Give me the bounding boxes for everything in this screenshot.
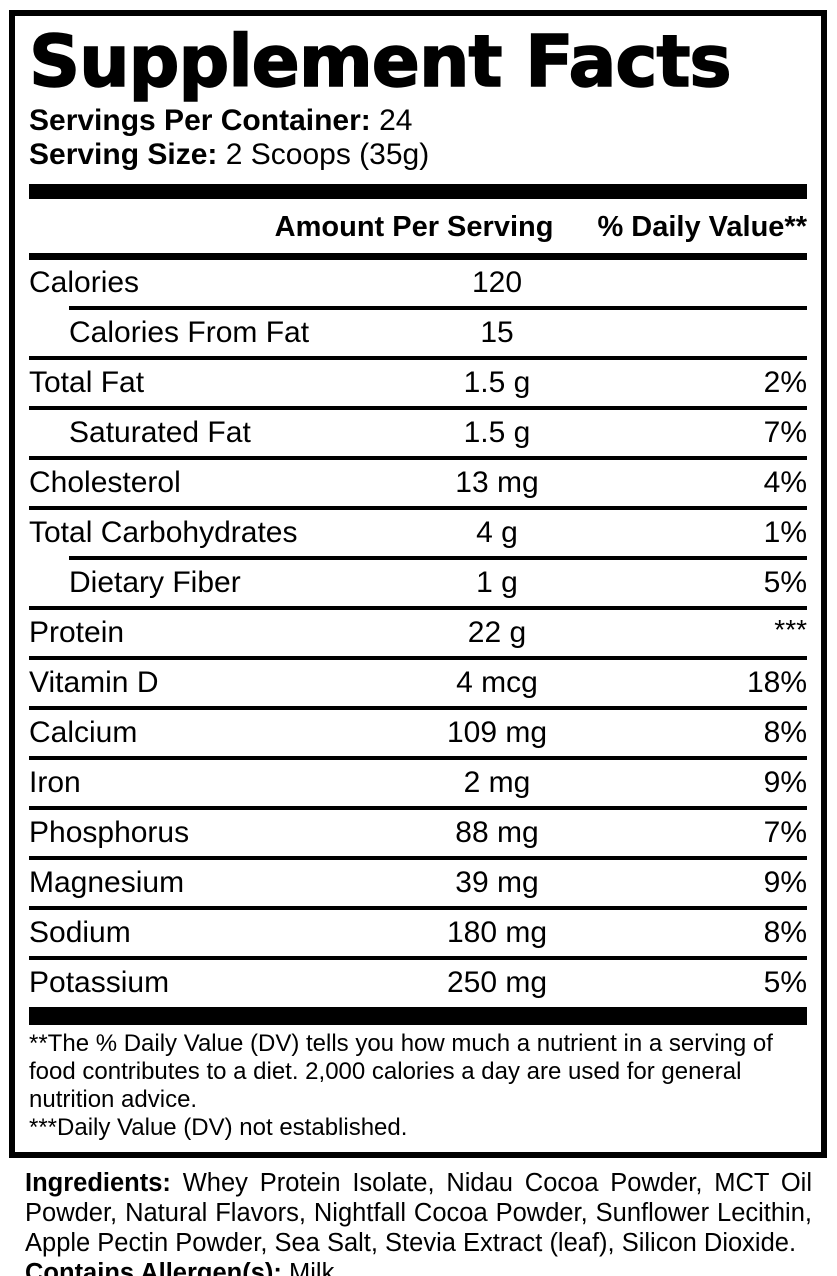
nutrient-name: Potassium [29, 965, 170, 999]
row-separator [29, 955, 807, 960]
nutrient-daily-value: 5% [763, 565, 807, 599]
nutrient-name: Cholesterol [29, 465, 181, 499]
servings-per-container-value: 24 [370, 103, 413, 137]
nutrient-amount: 250 mg [446, 965, 548, 999]
nutrient-row: Calcium 109 mg 8% [29, 710, 807, 756]
row-separator [29, 605, 807, 610]
allergen-value: Milk [281, 1258, 335, 1276]
nutrient-row: Dietary Fiber 1 g 5% [29, 560, 807, 606]
supplement-facts-panel: Supplement Facts Servings Per Container:… [9, 10, 827, 1158]
ingredients-section: Ingredients: Whey Protein Isolate, Nidau… [25, 1168, 812, 1276]
row-separator [29, 755, 807, 760]
nutrient-amount: 2 mg [463, 765, 531, 799]
nutrient-name: Vitamin D [29, 665, 159, 699]
serving-size-label: Serving Size: [29, 137, 218, 171]
column-headers: Amount Per Serving % Daily Value** [29, 199, 807, 260]
nutrient-daily-value: 4% [763, 465, 807, 499]
nutrient-amount: 1.5 g [463, 365, 531, 399]
serving-size: Serving Size: 2 Scoops (35g) [29, 138, 807, 172]
nutrient-daily-value: 1% [763, 515, 807, 549]
row-separator [29, 655, 807, 660]
row-separator [29, 905, 807, 910]
nutrient-name: Calcium [29, 715, 138, 749]
nutrient-amount: 109 mg [446, 715, 548, 749]
row-separator [29, 505, 807, 510]
nutrient-amount: 13 mg [455, 465, 539, 499]
nutrient-name: Saturated Fat [69, 415, 251, 449]
row-separator [29, 455, 807, 460]
nutrient-amount: 22 g [467, 615, 527, 649]
nutrient-row: Magnesium 39 mg 9% [29, 860, 807, 906]
nutrient-daily-value: 8% [763, 915, 807, 949]
nutrient-name: Sodium [29, 915, 131, 949]
ingredients-list: Whey Protein Isolate, Nidau Cocoa Powder… [25, 1168, 812, 1257]
nutrient-name: Calories [29, 265, 140, 299]
nutrient-amount: 1.5 g [463, 415, 531, 449]
nutrient-name: Dietary Fiber [69, 565, 241, 599]
row-separator [29, 855, 807, 860]
column-header-amount: Amount Per Serving [274, 210, 554, 243]
servings-per-container: Servings Per Container: 24 [29, 104, 807, 138]
nutrient-amount: 180 mg [446, 915, 548, 949]
allergen-line: Contains Allergen(s): Milk [25, 1258, 812, 1276]
nutrient-name: Total Carbohydrates [29, 515, 298, 549]
serving-size-value: 2 Scoops (35g) [217, 137, 430, 171]
footnotes: **The % Daily Value (DV) tells you how m… [29, 1025, 807, 1152]
ingredients-paragraph: Ingredients: Whey Protein Isolate, Nidau… [25, 1168, 812, 1258]
nutrient-name: Magnesium [29, 865, 185, 899]
row-separator [29, 705, 807, 710]
nutrient-row: Protein 22 g *** [29, 610, 807, 656]
nutrient-daily-value: 7% [763, 815, 807, 849]
row-separator [29, 405, 807, 410]
nutrient-amount: 88 mg [455, 815, 539, 849]
column-header-daily-value: % Daily Value** [597, 210, 807, 243]
nutrient-row: Iron 2 mg 9% [29, 760, 807, 806]
allergen-label: Contains Allergen(s): [25, 1258, 282, 1276]
servings-per-container-label: Servings Per Container: [29, 103, 371, 137]
row-separator [29, 355, 807, 360]
nutrient-amount: 120 [471, 265, 523, 299]
nutrient-row: Calories From Fat 15 [29, 310, 807, 356]
nutrient-row: Cholesterol 13 mg 4% [29, 460, 807, 506]
row-separator [29, 805, 807, 810]
nutrient-row: Phosphorus 88 mg 7% [29, 810, 807, 856]
nutrient-rows: Calories 120 Calories From Fat 15 Total Fat 1… [29, 260, 807, 1006]
top-divider-bar [29, 183, 807, 199]
nutrient-daily-value: 2% [763, 365, 807, 399]
nutrient-name: Phosphorus [29, 815, 190, 849]
row-separator [69, 555, 807, 560]
nutrient-amount: 4 mcg [456, 665, 538, 699]
nutrient-daily-value: 5% [763, 965, 807, 999]
nutrient-row: Total Carbohydrates 4 g 1% [29, 510, 807, 556]
footnote-daily-value: **The % Daily Value (DV) tells you how m… [29, 1029, 773, 1113]
nutrient-daily-value: 8% [763, 715, 807, 749]
footnote-not-established: ***Daily Value (DV) not established. [29, 1113, 408, 1141]
nutrient-name: Total Fat [29, 365, 145, 399]
nutrient-amount: 39 mg [455, 865, 539, 899]
nutrient-amount: 15 [480, 315, 514, 349]
nutrient-amount: 4 g [476, 515, 518, 549]
nutrient-row: Potassium 250 mg 5% [29, 960, 807, 1006]
nutrient-daily-value: 9% [763, 865, 807, 899]
nutrient-row: Vitamin D 4 mcg 18% [29, 660, 807, 706]
nutrient-row: Calories 120 [29, 260, 807, 306]
nutrient-amount: 1 g [476, 565, 518, 599]
nutrient-row: Sodium 180 mg 8% [29, 910, 807, 956]
row-separator [69, 305, 807, 310]
bottom-divider-bar [29, 1006, 807, 1025]
nutrient-daily-value: 7% [763, 415, 807, 449]
nutrient-daily-value: 9% [763, 765, 807, 799]
nutrient-name: Protein [29, 615, 125, 649]
nutrient-row: Total Fat 1.5 g 2% [29, 360, 807, 406]
nutrient-daily-value: 18% [746, 665, 807, 699]
panel-title: Supplement Facts [28, 20, 732, 103]
nutrient-row: Saturated Fat 1.5 g 7% [29, 410, 807, 456]
nutrient-daily-value: *** [774, 613, 807, 645]
nutrient-name: Calories From Fat [69, 315, 310, 349]
ingredients-label: Ingredients: [25, 1168, 171, 1197]
nutrient-name: Iron [29, 765, 81, 799]
